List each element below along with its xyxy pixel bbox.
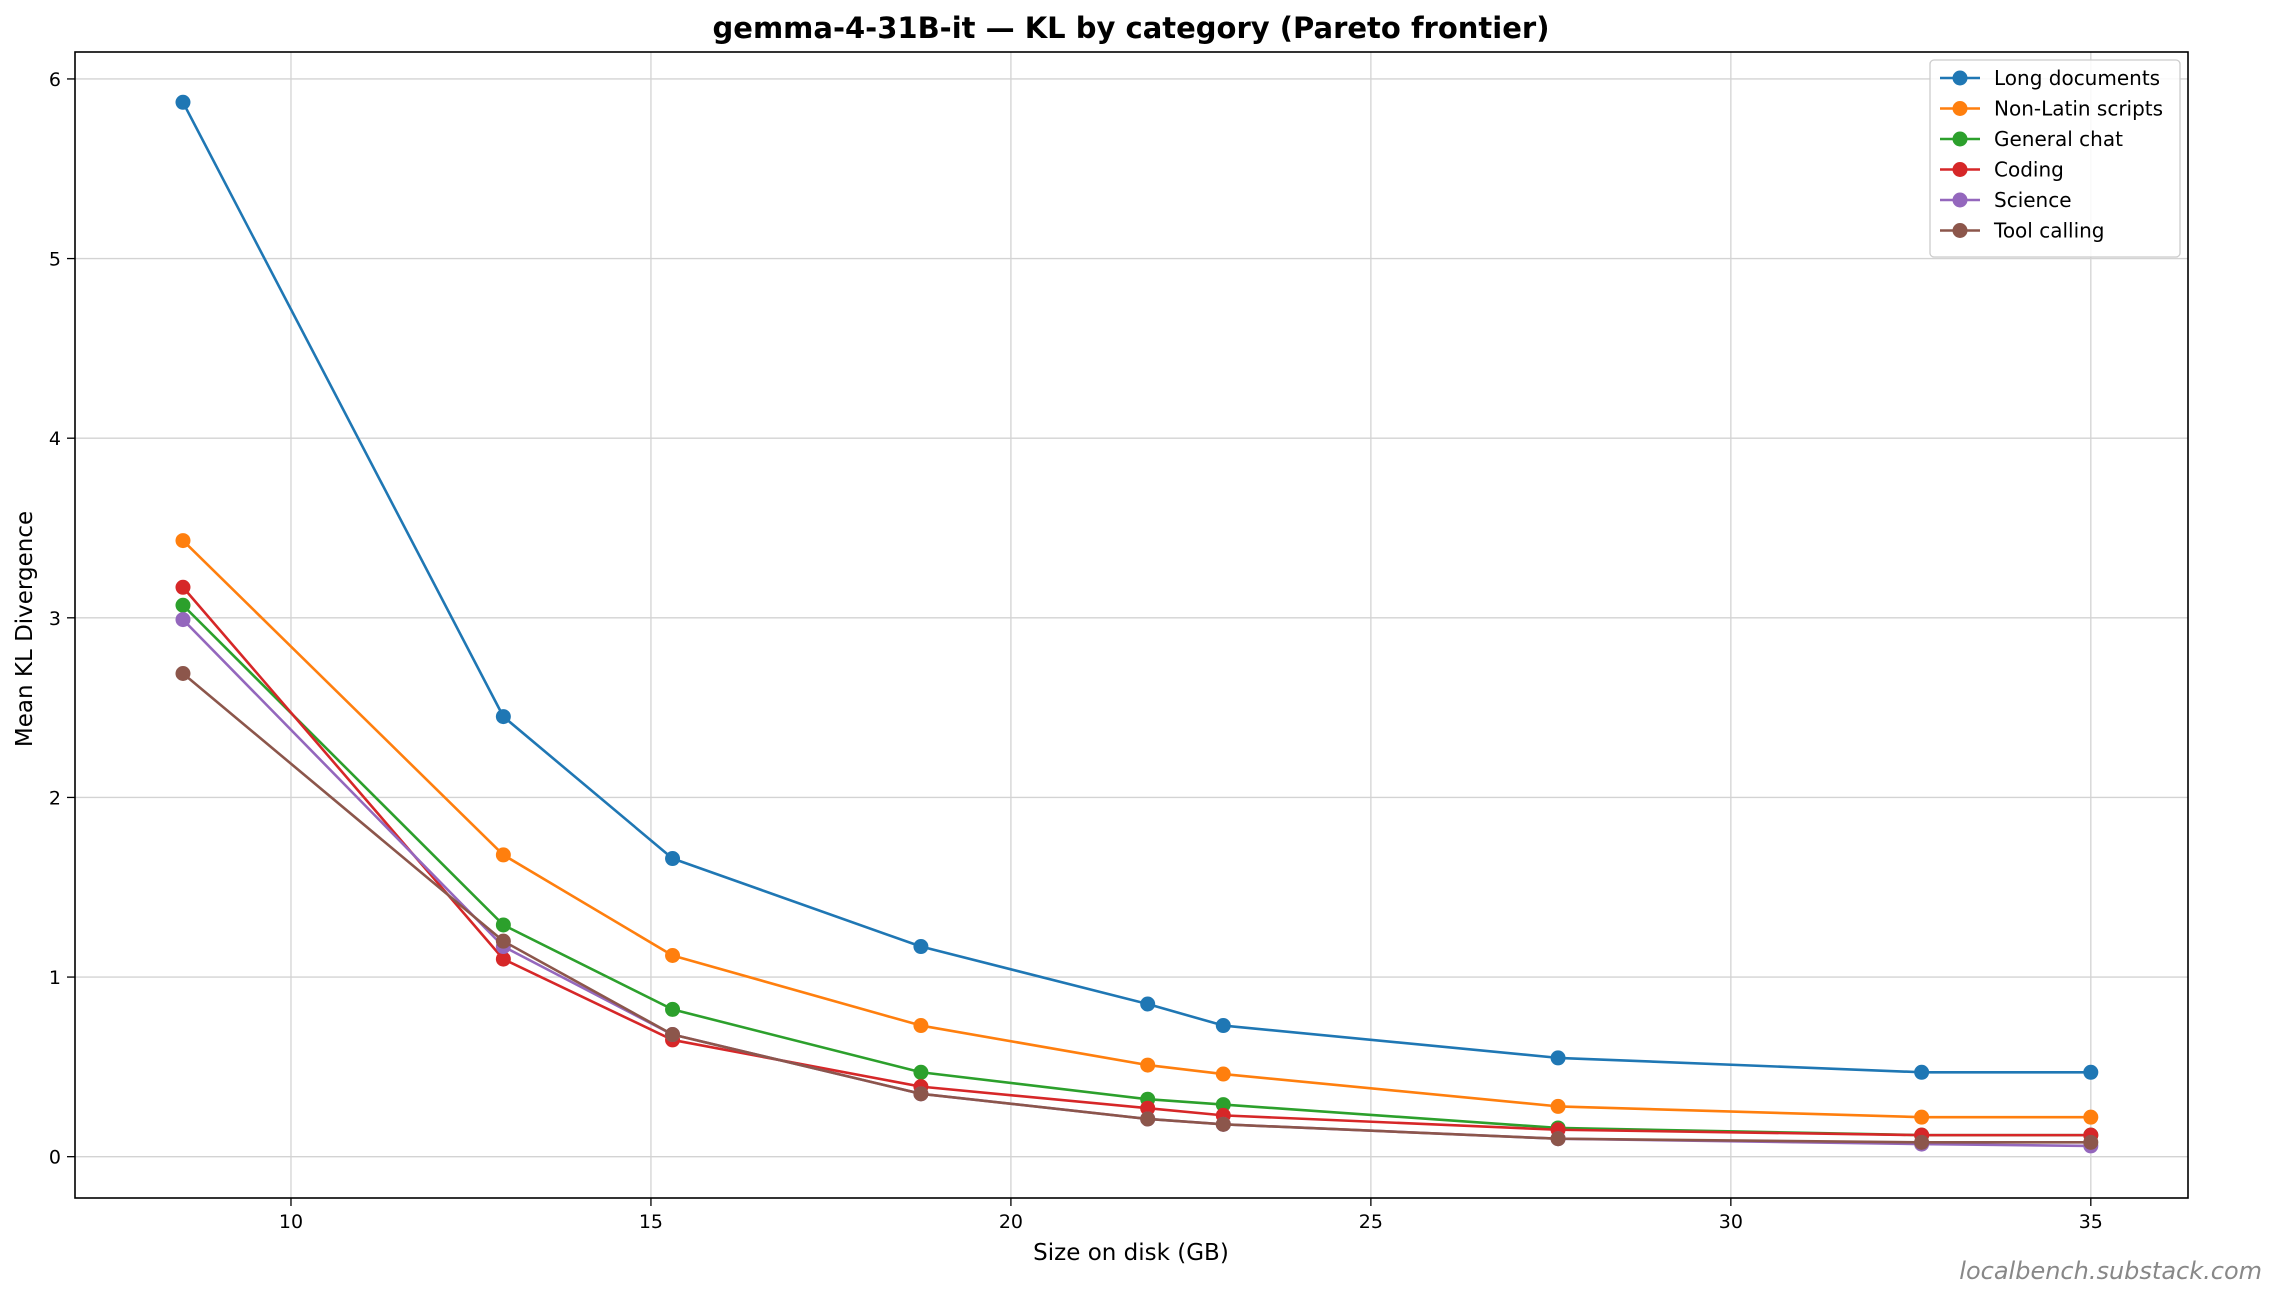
watermark: localbench.substack.com [1959,1257,2262,1285]
data-point [1140,1057,1156,1073]
grid [75,52,2188,1198]
y-tick-label: 5 [49,249,61,271]
legend-label: Tool calling [1993,219,2105,243]
legend-label: General chat [1994,127,2123,151]
data-point [2083,1064,2099,1080]
legend-label: Coding [1994,158,2064,182]
data-point [913,1018,929,1034]
data-point [1914,1064,1930,1080]
legend-swatch-marker [1952,70,1968,86]
data-point [913,1086,929,1102]
data-point [665,948,681,964]
data-point [913,1064,929,1080]
data-point [2083,1134,2099,1150]
data-point [1215,1066,1231,1082]
data-point [495,933,511,949]
axis-ticks: 10 15 20 25 30 35 0 1 2 3 4 5 6 [49,69,2103,1233]
series-layer [175,94,2099,1154]
data-point [1914,1134,1930,1150]
y-tick-label: 3 [49,608,61,630]
data-point [1914,1109,1930,1125]
y-axis-label: Mean KL Divergence [12,511,38,747]
y-tick-label: 1 [49,967,61,989]
data-point [665,1001,681,1017]
legend-label: Non-Latin scripts [1994,97,2163,121]
chart-title: gemma-4-31B-it — KL by category (Pareto … [713,11,1550,45]
plot-frame [74,51,2189,1199]
y-tick-label: 6 [49,69,61,91]
x-tick-label: 15 [639,1211,663,1233]
data-point [2083,1109,2099,1125]
data-point [495,951,511,967]
x-tick-label: 20 [999,1211,1023,1233]
legend-item: Long documents [1940,66,2160,90]
data-point [1215,1097,1231,1113]
legend-swatch-marker [1952,101,1968,116]
legend-box [1929,59,2181,258]
legend-item: Non-Latin scripts [1940,97,2163,121]
data-point [175,612,191,628]
data-point [495,847,511,863]
legend-swatch-marker [1952,192,1968,208]
legend-label: Long documents [1994,66,2160,90]
x-tick-label: 25 [1359,1211,1383,1233]
legend-item: General chat [1940,127,2123,151]
data-point [1550,1050,1566,1066]
y-tick-label: 0 [49,1147,61,1169]
series-tool-calling [175,665,2099,1150]
data-point [913,939,929,955]
x-tick-label: 10 [279,1211,303,1233]
data-point [175,665,191,681]
data-point [495,917,511,933]
data-point [175,597,191,613]
data-point [495,709,511,725]
x-axis-label: Size on disk (GB) [1033,1240,1229,1266]
legend-swatch-marker [1952,162,1968,177]
data-point [1215,1116,1231,1132]
legend-item: Tool calling [1940,219,2105,243]
legend-label: Science [1994,188,2072,212]
legend-swatch-marker [1952,223,1968,238]
y-tick-label: 2 [49,787,61,809]
series-long-documents [175,94,2099,1080]
series-non-latin-scripts [175,533,2099,1125]
data-point [1140,996,1156,1012]
legend-item: Coding [1940,158,2064,182]
x-tick-label: 30 [1719,1211,1743,1233]
data-point [1550,1098,1566,1114]
data-point [665,1027,681,1043]
data-point [175,94,191,110]
data-point [1140,1100,1156,1116]
data-point [1140,1111,1156,1127]
data-point [1550,1131,1566,1147]
legend-item: Science [1940,188,2072,212]
legend-swatch-marker [1952,131,1968,147]
data-point [175,533,191,549]
data-point [665,851,681,867]
y-tick-label: 4 [49,428,61,450]
legend: Long documents Non-Latin scripts General c… [1929,59,2181,258]
x-tick-label: 35 [2079,1211,2103,1233]
data-point [1215,1018,1231,1034]
data-point [175,579,191,595]
